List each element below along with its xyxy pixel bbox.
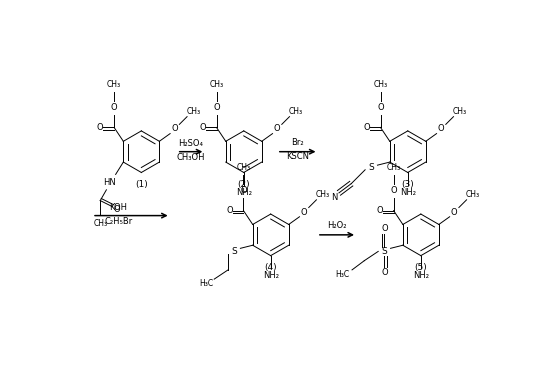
- Text: O: O: [114, 205, 121, 214]
- Text: O: O: [377, 103, 384, 112]
- Text: KOH: KOH: [109, 203, 127, 213]
- Text: O: O: [301, 208, 307, 217]
- Text: KSCN: KSCN: [286, 152, 309, 161]
- Text: O: O: [451, 208, 457, 217]
- Text: O: O: [213, 103, 220, 112]
- Text: CH₃: CH₃: [186, 107, 200, 116]
- Text: CH₃: CH₃: [107, 80, 121, 89]
- Text: CH₃: CH₃: [93, 219, 107, 228]
- Text: H₂SO₄: H₂SO₄: [178, 139, 203, 149]
- Text: NH₂: NH₂: [400, 188, 416, 197]
- Text: CH₃: CH₃: [387, 163, 401, 172]
- Text: S: S: [231, 247, 237, 256]
- Text: S: S: [368, 163, 374, 172]
- Text: CH₃OH: CH₃OH: [176, 153, 205, 162]
- Text: CH₃: CH₃: [452, 107, 467, 116]
- Text: (2): (2): [237, 180, 250, 189]
- Text: (3): (3): [401, 180, 414, 189]
- Text: CH₃: CH₃: [316, 190, 330, 199]
- Text: O: O: [171, 124, 178, 134]
- Text: O: O: [363, 123, 370, 132]
- Text: CH₃: CH₃: [210, 80, 223, 89]
- Text: S: S: [382, 247, 387, 256]
- Text: CH₃: CH₃: [373, 80, 388, 89]
- Text: HN: HN: [103, 177, 116, 187]
- Text: O: O: [199, 123, 206, 132]
- Text: O: O: [381, 268, 388, 278]
- Text: C₂H₅Br: C₂H₅Br: [104, 217, 132, 226]
- Text: (4): (4): [264, 263, 277, 273]
- Text: O: O: [377, 206, 383, 215]
- Text: O: O: [240, 186, 247, 195]
- Text: H₃C: H₃C: [200, 279, 213, 288]
- Text: O: O: [226, 206, 233, 215]
- Text: N: N: [331, 193, 337, 202]
- Text: CH₃: CH₃: [236, 163, 251, 172]
- Text: O: O: [111, 103, 117, 112]
- Text: NH₂: NH₂: [263, 271, 279, 280]
- Text: (1): (1): [135, 180, 148, 189]
- Text: (5): (5): [415, 263, 427, 273]
- Text: O: O: [381, 224, 388, 233]
- Text: CH₃: CH₃: [466, 190, 480, 199]
- Text: O: O: [438, 124, 445, 134]
- Text: H₂O₂: H₂O₂: [327, 221, 347, 230]
- Text: NH₂: NH₂: [413, 271, 429, 280]
- Text: CH₃: CH₃: [289, 107, 302, 116]
- Text: O: O: [274, 124, 280, 134]
- Text: H₃C: H₃C: [336, 270, 350, 279]
- Text: O: O: [390, 186, 397, 195]
- Text: O: O: [97, 123, 103, 132]
- Text: NH₂: NH₂: [236, 188, 252, 197]
- Text: Br₂: Br₂: [291, 138, 304, 147]
